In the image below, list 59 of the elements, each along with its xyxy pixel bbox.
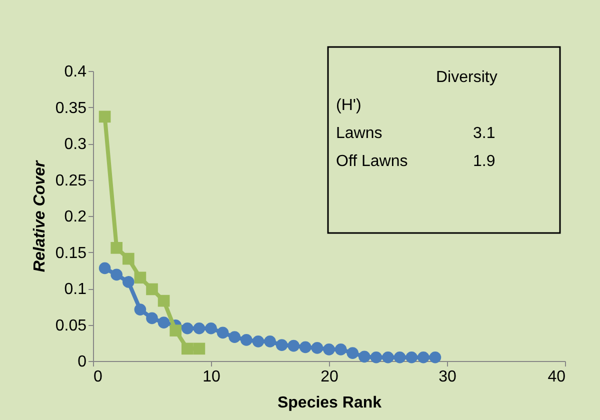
point bbox=[311, 342, 324, 354]
x-tick-label: 0 bbox=[94, 368, 102, 386]
y-tick-label: 0.1 bbox=[64, 281, 87, 298]
annotation: 1.9 bbox=[473, 153, 496, 170]
point bbox=[276, 339, 288, 351]
point bbox=[382, 351, 394, 364]
point bbox=[264, 336, 276, 348]
point bbox=[146, 283, 158, 296]
point bbox=[134, 304, 146, 316]
y-tick-label: 0.2 bbox=[64, 208, 87, 226]
x-tick-label: 10 bbox=[202, 368, 220, 386]
x-tick-label: 20 bbox=[320, 368, 338, 386]
point bbox=[406, 351, 418, 364]
y-tick-label: 0.05 bbox=[55, 317, 87, 334]
point bbox=[417, 351, 430, 364]
point bbox=[181, 322, 194, 334]
y-tick-label: 0.35 bbox=[55, 100, 87, 117]
point bbox=[323, 343, 335, 356]
x-axis-title: Species Rank bbox=[277, 394, 382, 412]
point bbox=[98, 110, 111, 123]
annotation: Lawns bbox=[336, 125, 382, 142]
point bbox=[110, 242, 123, 254]
point bbox=[158, 316, 170, 328]
point bbox=[122, 252, 134, 265]
point bbox=[394, 351, 406, 364]
point bbox=[205, 322, 217, 334]
point bbox=[216, 326, 229, 339]
point bbox=[346, 347, 359, 359]
point bbox=[193, 322, 206, 334]
x-tick-label: 40 bbox=[548, 368, 566, 386]
point bbox=[122, 276, 134, 288]
x-tick-label: 30 bbox=[438, 368, 456, 386]
point bbox=[228, 331, 241, 343]
annotation: Off Lawns bbox=[336, 153, 408, 170]
point bbox=[240, 334, 252, 346]
annotation: (H') bbox=[336, 97, 362, 114]
point bbox=[134, 272, 146, 284]
point bbox=[193, 342, 206, 355]
point bbox=[429, 351, 442, 364]
point bbox=[170, 324, 182, 336]
y-tick-label: 0.4 bbox=[64, 64, 87, 80]
y-tick-label: 0.15 bbox=[55, 244, 87, 262]
point bbox=[146, 312, 158, 324]
y-tick-label: 0.3 bbox=[64, 136, 87, 153]
point bbox=[334, 343, 347, 356]
annotation: 3.1 bbox=[473, 125, 496, 142]
y-tick-label: 0.25 bbox=[55, 172, 87, 190]
point bbox=[370, 351, 382, 364]
annotation: Diversity bbox=[436, 69, 498, 86]
point bbox=[358, 350, 370, 363]
y-axis-title: Relative Cover bbox=[31, 160, 48, 272]
point bbox=[110, 268, 123, 281]
point bbox=[299, 341, 312, 354]
point bbox=[288, 340, 300, 352]
point bbox=[158, 294, 170, 307]
point bbox=[252, 336, 264, 348]
point bbox=[98, 262, 111, 274]
y-tick-label: 0 bbox=[78, 354, 87, 370]
point bbox=[181, 342, 194, 355]
